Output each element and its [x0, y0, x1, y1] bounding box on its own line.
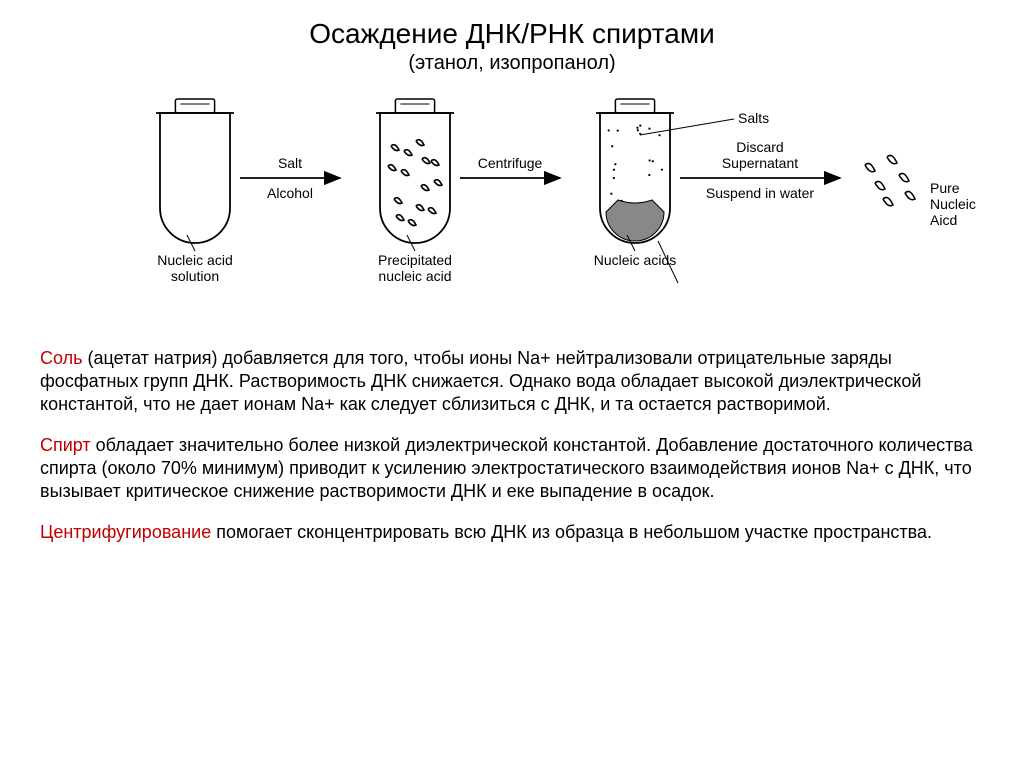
svg-text:Discard: Discard: [736, 139, 783, 155]
text-alcohol: обладает значительно более низкой диэлек…: [40, 435, 973, 501]
paragraph-salt: Соль (ацетат натрия) добавляется для тог…: [40, 347, 984, 416]
svg-text:Salts: Salts: [738, 110, 769, 126]
svg-text:Aicd: Aicd: [930, 212, 957, 228]
keyword-alcohol: Спирт: [40, 435, 91, 455]
svg-text:Salt: Salt: [278, 155, 302, 171]
paragraph-centrifuge: Центрифугирование помогает сконцентриров…: [40, 521, 984, 544]
svg-text:Centrifuge: Centrifuge: [478, 155, 543, 171]
keyword-salt: Соль: [40, 348, 83, 368]
svg-text:Suspend in water: Suspend in water: [706, 185, 815, 201]
keyword-centrifuge: Центрифугирование: [40, 522, 211, 542]
text-centrifuge: помогает сконцентрировать всю ДНК из обр…: [211, 522, 932, 542]
text-salt: (ацетат натрия) добавляется для того, чт…: [40, 348, 921, 414]
page-subtitle: (этанол, изопропанол): [40, 52, 984, 75]
svg-text:solution: solution: [171, 268, 219, 284]
diagram-svg: Nucleic acidsolution Precipitatednucleic …: [40, 93, 1000, 323]
page-title: Осаждение ДНК/РНК спиртами: [40, 18, 984, 50]
svg-text:Nucleic acid: Nucleic acid: [157, 252, 232, 268]
svg-text:Precipitated: Precipitated: [378, 252, 452, 268]
svg-text:Pure: Pure: [930, 180, 960, 196]
precipitation-diagram: Nucleic acidsolution Precipitatednucleic …: [40, 93, 984, 323]
svg-text:Nucleic: Nucleic: [930, 196, 976, 212]
paragraph-alcohol: Спирт обладает значительно более низкой …: [40, 434, 984, 503]
svg-text:nucleic acid: nucleic acid: [378, 268, 451, 284]
svg-text:Supernatant: Supernatant: [722, 155, 798, 171]
svg-text:Alcohol: Alcohol: [267, 185, 313, 201]
